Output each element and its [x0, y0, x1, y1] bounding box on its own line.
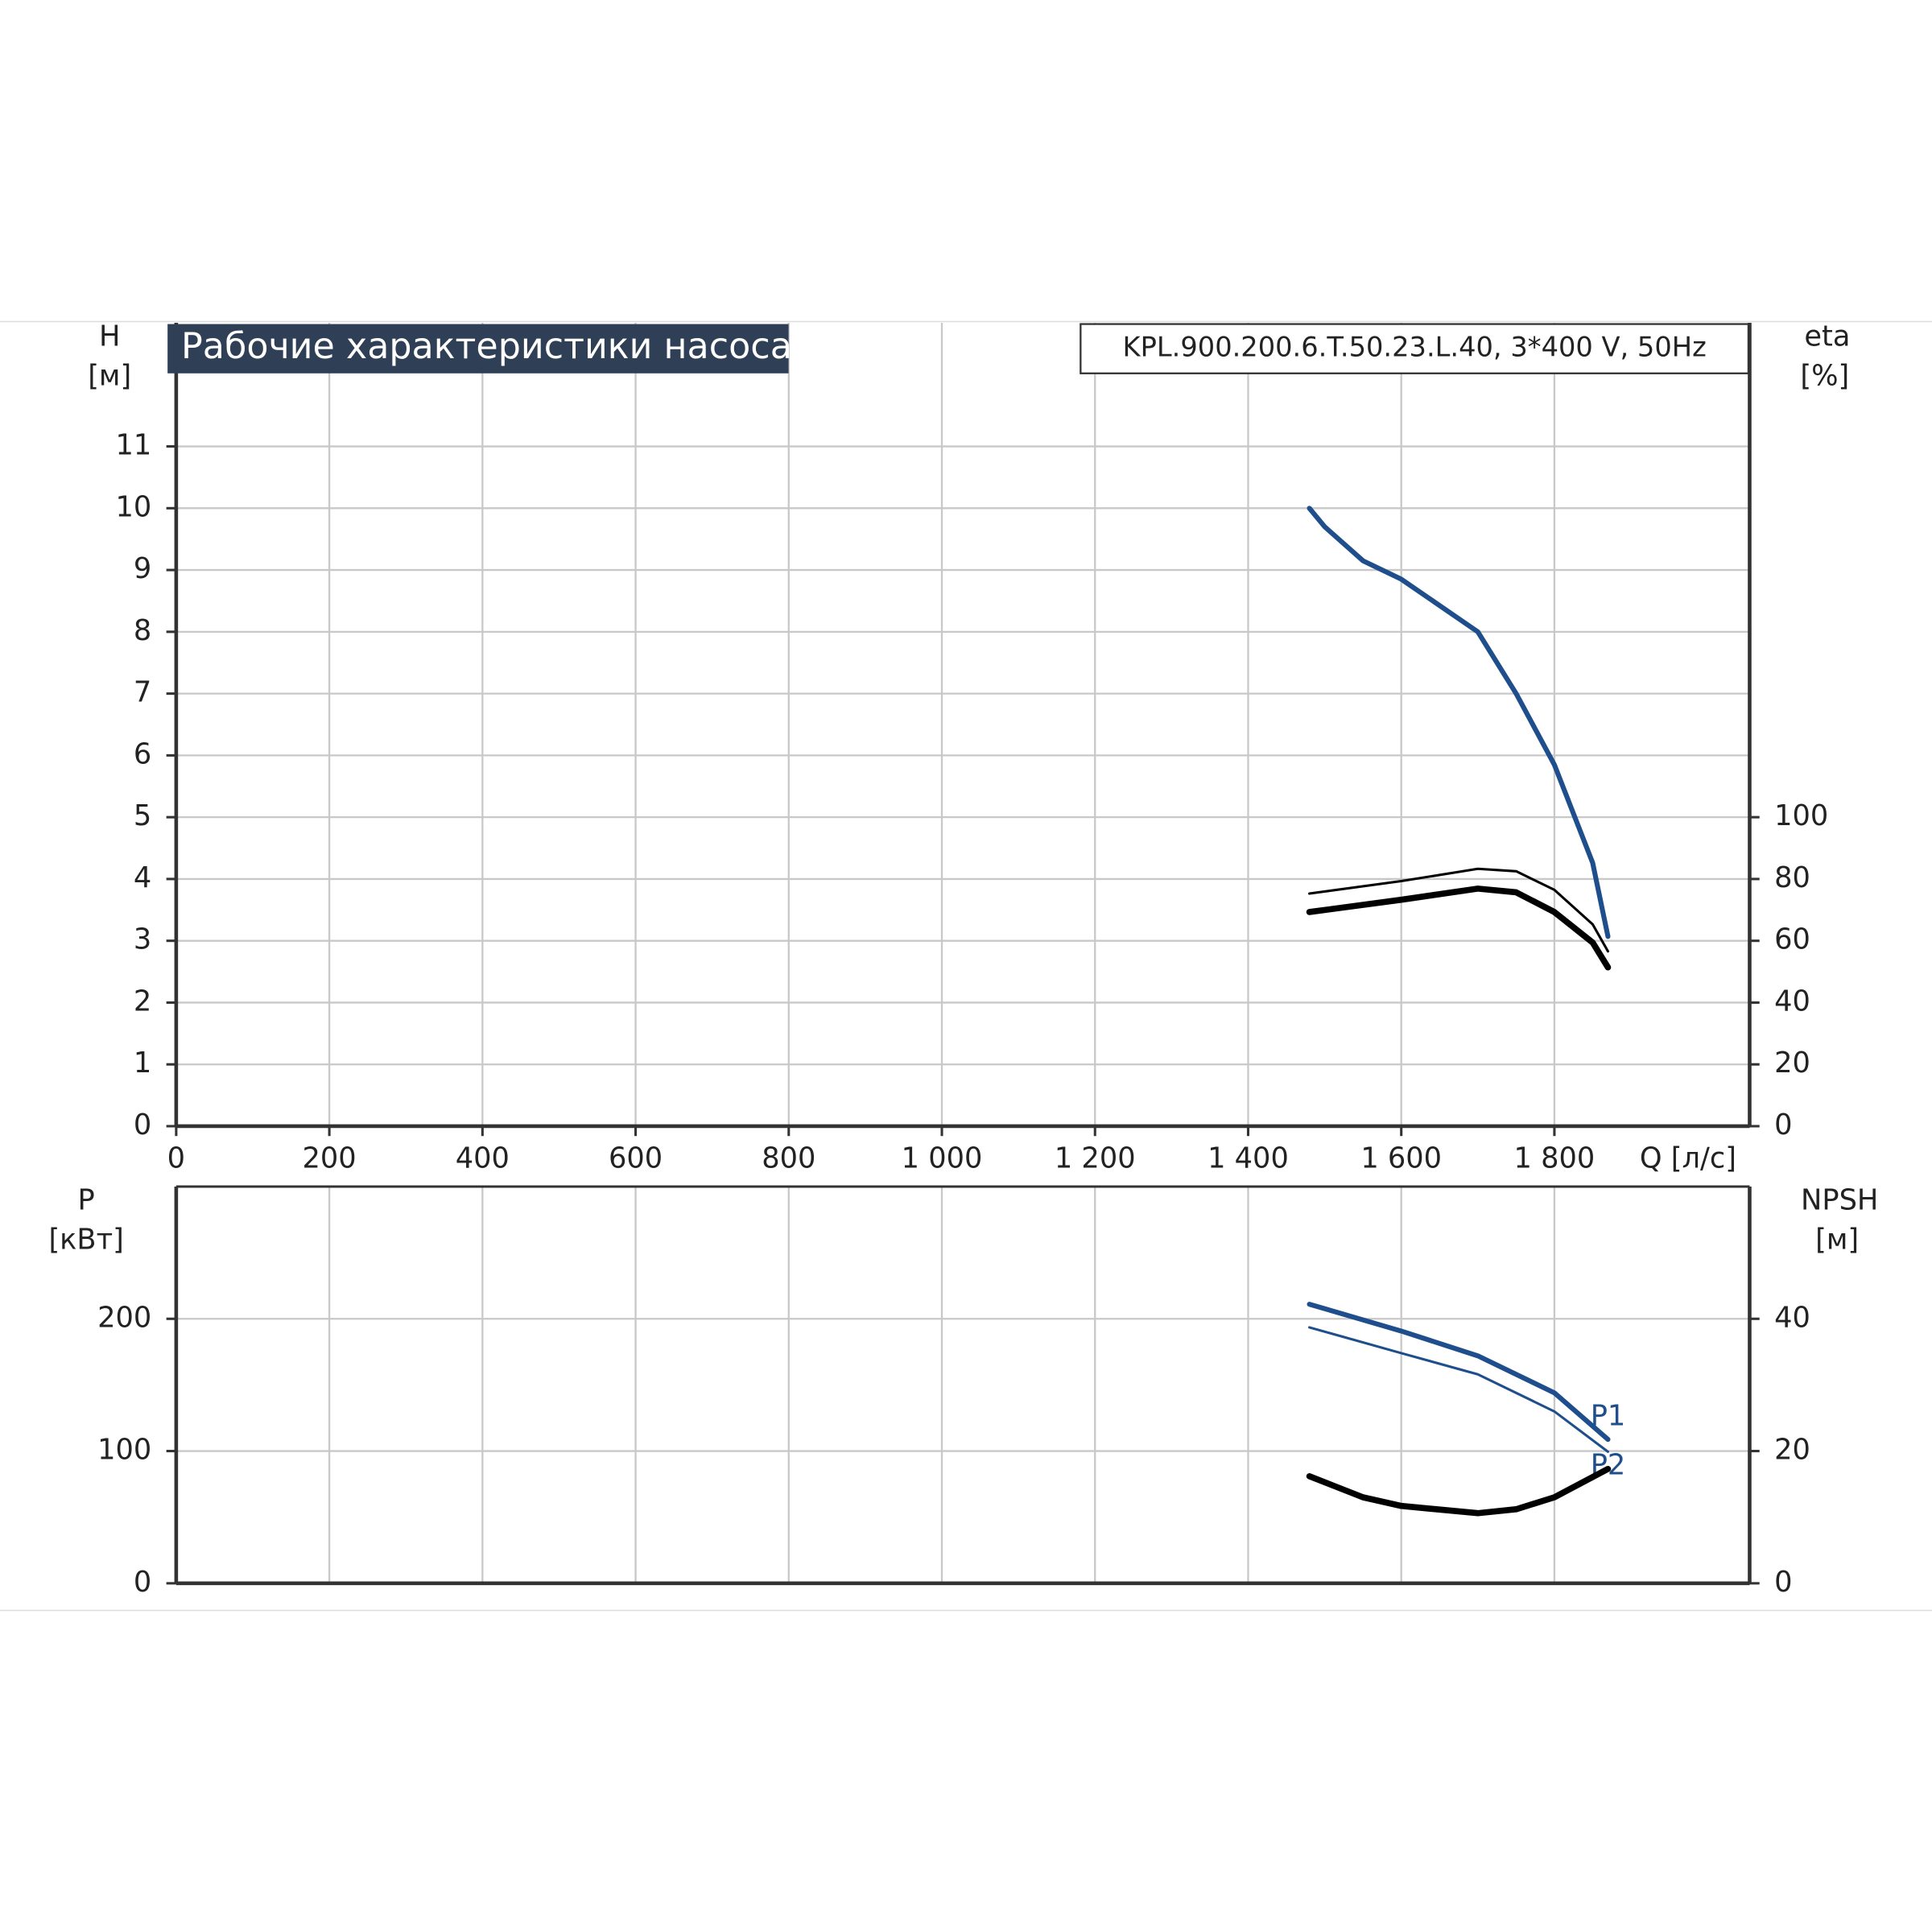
y-tick-label: 8	[134, 614, 151, 647]
y-tick-label: 7	[134, 676, 151, 709]
y-tick-label: 11	[115, 429, 151, 462]
y-tick-label: 2	[134, 985, 151, 1018]
series-label: P1	[1591, 1400, 1626, 1433]
y-tick-label: 1	[134, 1046, 151, 1080]
y-tick-label: 9	[134, 552, 151, 585]
y-tick-label: 10	[115, 490, 151, 523]
y2-tick-label: 80	[1774, 861, 1810, 894]
curve	[1308, 1326, 1609, 1453]
y-tick-label: 6	[134, 737, 151, 770]
chart-title: Рабочие характеристики насоса	[181, 326, 792, 367]
x-axis-label: Q [л/с]	[1640, 1141, 1736, 1174]
y-axis-label: P	[78, 1183, 95, 1216]
y2-tick-label: 100	[1774, 799, 1828, 832]
y-axis-label: H	[99, 320, 120, 353]
y-axis-unit: [кВт]	[48, 1223, 123, 1256]
y-tick-label: 100	[97, 1434, 151, 1467]
y2-tick-label: 0	[1774, 1108, 1792, 1141]
y-tick-label: 0	[134, 1108, 151, 1141]
x-tick-label: 800	[762, 1141, 815, 1174]
y2-axis-label: NPSH	[1801, 1183, 1878, 1216]
x-tick-label: 400	[456, 1141, 510, 1174]
y2-axis-label: eta	[1804, 320, 1850, 353]
y-tick-label: 3	[134, 923, 151, 956]
subtitle-box	[1080, 323, 1750, 374]
y2-tick-label: 40	[1774, 1301, 1810, 1334]
x-tick-label: 600	[609, 1141, 663, 1174]
y2-tick-label: 20	[1774, 1434, 1810, 1467]
y-tick-label: 4	[134, 861, 151, 894]
curve	[1307, 1302, 1611, 1443]
y-tick-label: 5	[134, 799, 151, 832]
x-tick-label: 1 200	[1055, 1141, 1136, 1174]
title-box	[167, 324, 789, 374]
y2-tick-label: 40	[1774, 985, 1810, 1018]
x-tick-label: 1 800	[1514, 1141, 1596, 1174]
y-tick-label: 200	[97, 1301, 151, 1334]
curve	[1306, 1465, 1612, 1517]
y2-tick-label: 0	[1774, 1566, 1792, 1599]
x-tick-label: 200	[303, 1141, 357, 1174]
curve	[1306, 886, 1612, 971]
chart-subtitle: KPL.900.200.6.T.50.23.L.40, 3*400 V, 50H…	[1123, 332, 1707, 363]
x-tick-label: 0	[167, 1141, 185, 1174]
y-tick-label: 0	[134, 1566, 151, 1599]
x-tick-label: 1 400	[1208, 1141, 1289, 1174]
y2-tick-label: 60	[1774, 923, 1810, 956]
curve	[1307, 506, 1611, 939]
x-tick-label: 1 000	[902, 1141, 983, 1174]
x-tick-label: 1 600	[1360, 1141, 1442, 1174]
curve	[1308, 867, 1609, 953]
y2-axis-unit: [%]	[1800, 359, 1849, 392]
y2-axis-unit: [м]	[1815, 1223, 1859, 1256]
y-axis-unit: [м]	[88, 359, 131, 392]
y2-tick-label: 20	[1774, 1046, 1810, 1080]
